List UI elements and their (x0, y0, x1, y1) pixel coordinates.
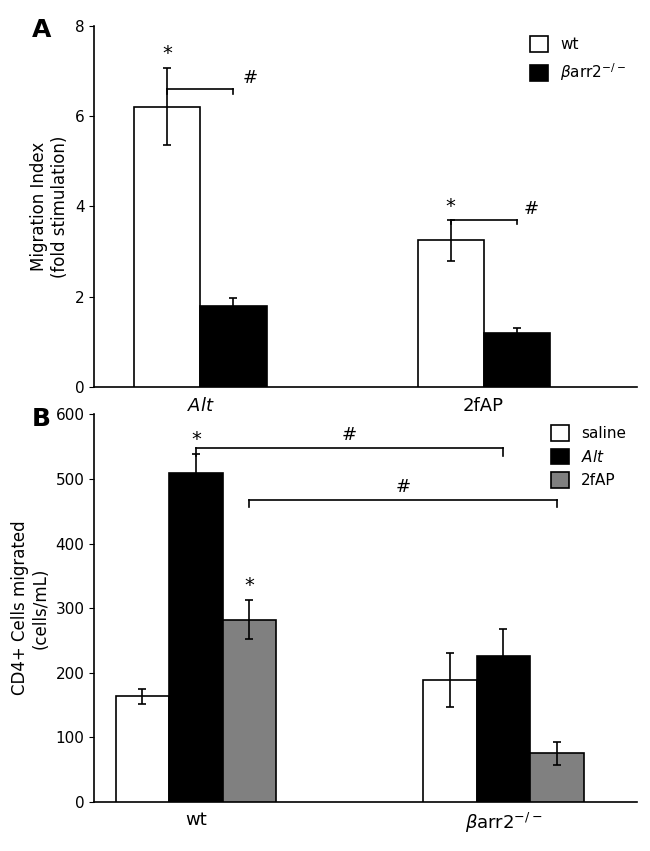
Bar (116, 696, 169, 802)
Y-axis label: CD4+ Cells migrated
(cells/mL): CD4+ Cells migrated (cells/mL) (11, 521, 50, 695)
Text: *: * (244, 576, 254, 595)
Bar (135, 107, 200, 387)
Text: #: # (342, 426, 357, 444)
Bar (530, 753, 584, 802)
Bar (222, 620, 276, 802)
Text: B: B (32, 407, 51, 431)
Bar (423, 680, 476, 802)
Y-axis label: Migration Index
(fold stimulation): Migration Index (fold stimulation) (31, 135, 69, 277)
Bar (417, 240, 484, 387)
Text: #: # (243, 69, 258, 87)
Legend: wt, $\beta$arr2$^{-/-}$: wt, $\beta$arr2$^{-/-}$ (526, 33, 629, 86)
Text: #: # (395, 477, 411, 496)
Bar (476, 656, 530, 802)
Bar (200, 306, 266, 387)
Bar (484, 333, 550, 387)
Legend: saline, $\it{Alt}$, 2fAP: saline, $\it{Alt}$, 2fAP (548, 422, 629, 491)
Bar (169, 472, 222, 802)
Text: *: * (446, 197, 456, 216)
Text: #: # (524, 200, 539, 218)
Text: *: * (191, 431, 201, 449)
Text: *: * (162, 44, 172, 63)
Text: A: A (32, 18, 51, 43)
